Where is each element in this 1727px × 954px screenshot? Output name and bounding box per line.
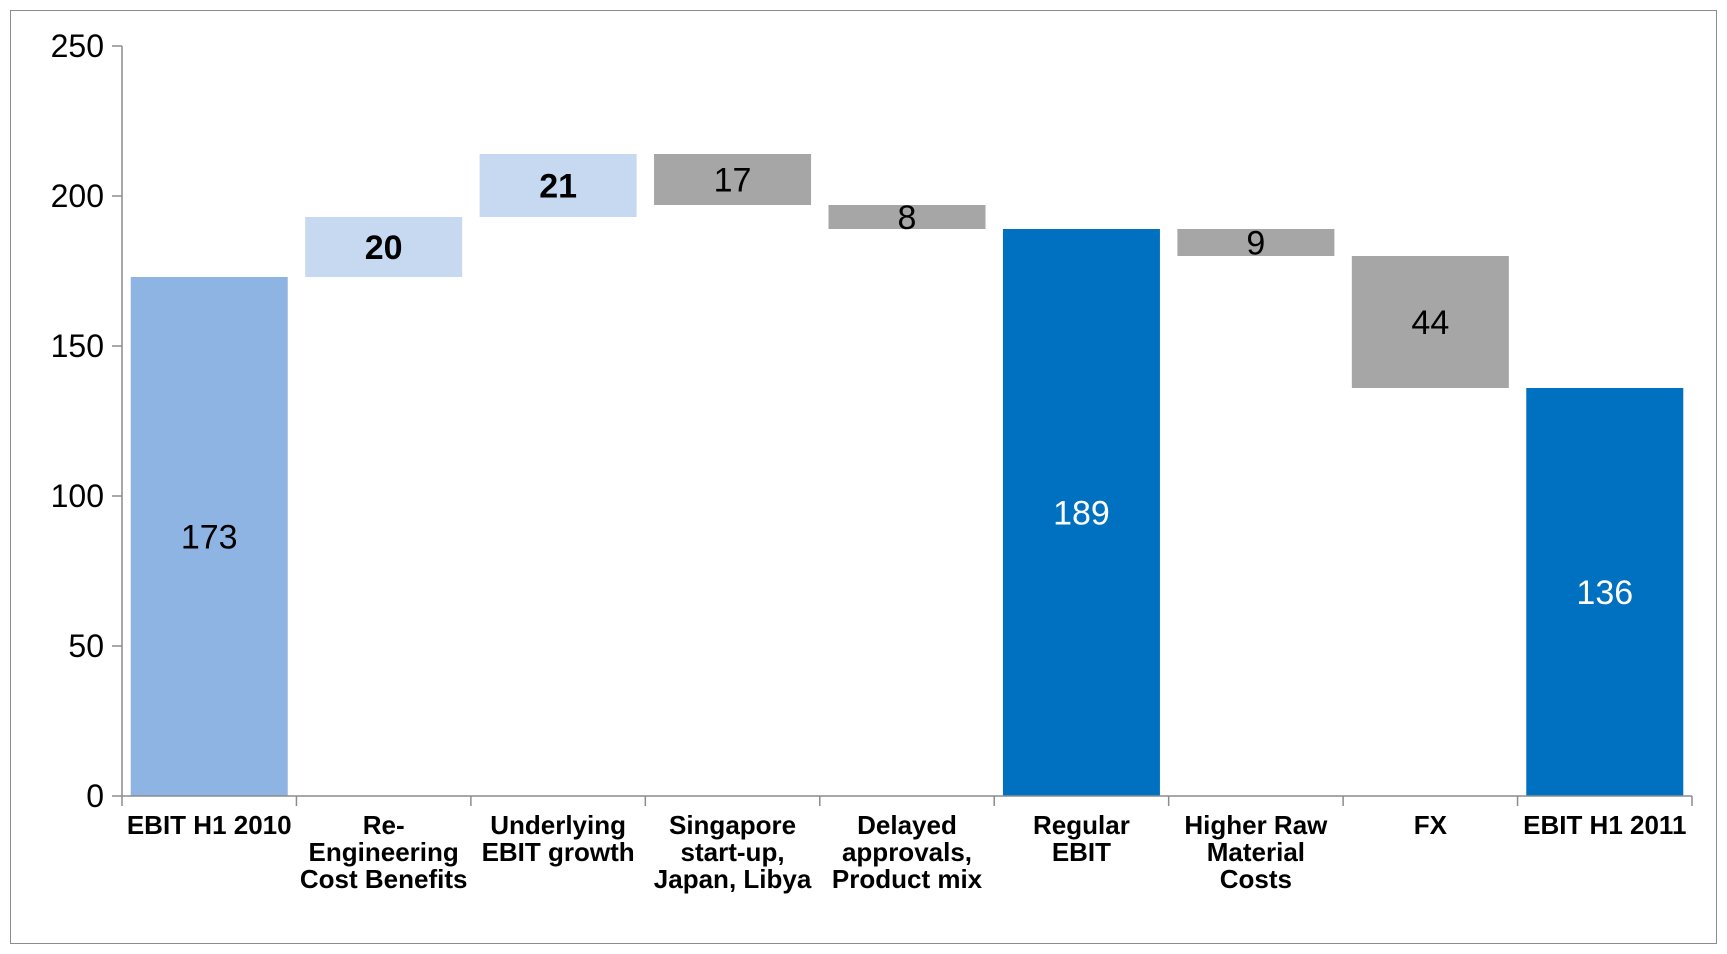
category-label-line: Regular <box>1033 810 1130 840</box>
category-label-line: Delayed <box>857 810 957 840</box>
data-label-3: 21 <box>539 168 577 206</box>
data-label-4: 17 <box>714 162 752 200</box>
bar-2 <box>305 217 463 277</box>
category-label-7: Higher Raw Material Costs <box>1184 810 1328 894</box>
category-label-8: FX <box>1414 810 1448 840</box>
category-label-line: EBIT H1 2011 <box>1523 810 1686 840</box>
data-label-2: 20 <box>365 229 403 267</box>
category-label-9: EBIT H1 2011 <box>1523 810 1686 840</box>
category-label-2: Re-Engineering Cost Benefits <box>300 810 468 894</box>
category-label-line: Engineering <box>309 837 459 867</box>
bar-3 <box>479 154 637 217</box>
y-tick-label-250: 250 <box>51 28 104 64</box>
category-label-line: Product mix <box>832 864 983 894</box>
bar-7 <box>1177 229 1335 256</box>
y-tick-label-100: 100 <box>51 478 104 514</box>
data-label-7: 9 <box>1246 225 1265 263</box>
y-tick-label-50: 50 <box>68 628 104 664</box>
category-label-line: FX <box>1414 810 1448 840</box>
y-tick-label-0: 0 <box>86 778 104 814</box>
data-label-8: 44 <box>1411 304 1449 342</box>
category-label-line: Higher Raw <box>1184 810 1328 840</box>
category-label-line: Material <box>1207 837 1305 867</box>
y-tick-label-150: 150 <box>51 328 104 364</box>
y-tick-label-200: 200 <box>51 178 104 214</box>
data-label-6: 189 <box>1053 495 1110 533</box>
category-label-4: Singapore start-up, Japan, Libya <box>654 810 812 894</box>
category-label-line: Re- <box>363 810 405 840</box>
bar-9 <box>1526 388 1684 796</box>
bar-6 <box>1002 229 1160 796</box>
category-label-5: Delayed approvals, Product mix <box>832 810 983 894</box>
category-label-line: EBIT <box>1052 837 1111 867</box>
category-label-line: EBIT growth <box>482 837 635 867</box>
category-label-line: Underlying <box>490 810 626 840</box>
category-label-3: Underlying EBIT growth <box>482 810 635 867</box>
category-label-1: EBIT H1 2010 <box>127 810 292 840</box>
category-label-line: EBIT H1 2010 <box>127 810 292 840</box>
bar-8 <box>1351 256 1509 388</box>
bar-5 <box>828 205 986 229</box>
category-label-line: Singapore <box>669 810 796 840</box>
category-label-line: approvals, <box>842 837 972 867</box>
category-label-6: Regular EBIT <box>1033 810 1130 867</box>
category-label-line: Cost Benefits <box>300 864 468 894</box>
category-label-line: Japan, Libya <box>654 864 812 894</box>
bar-1 <box>130 277 288 796</box>
category-label-line: Costs <box>1220 864 1292 894</box>
category-label-line: start-up, <box>681 837 785 867</box>
data-label-1: 173 <box>181 519 238 557</box>
data-label-5: 8 <box>898 199 917 237</box>
chart-frame <box>10 10 1717 944</box>
bar-4 <box>654 154 812 205</box>
data-label-9: 136 <box>1576 574 1633 612</box>
